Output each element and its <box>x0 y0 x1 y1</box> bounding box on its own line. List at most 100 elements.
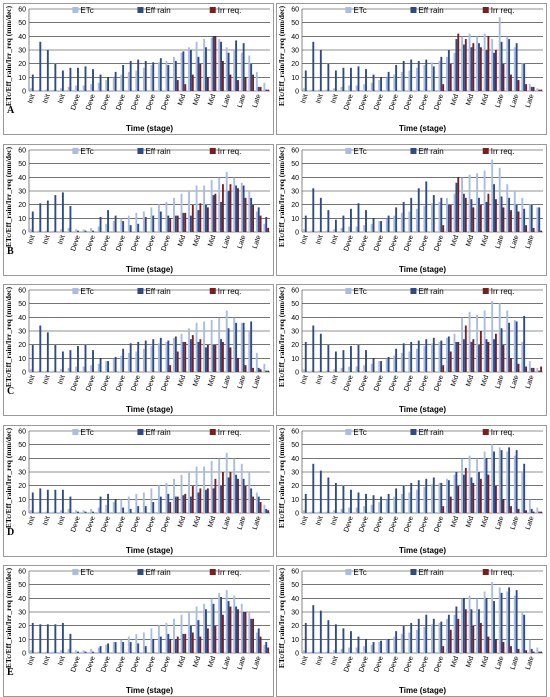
x-category-label: Deve <box>161 515 173 533</box>
bar-effrain <box>114 356 117 372</box>
bar-effrain <box>380 496 383 513</box>
bar-irrreq <box>229 184 232 232</box>
bar-effrain <box>114 215 117 232</box>
bar-effrain <box>61 70 64 91</box>
legend-label-effrain: Eff rain <box>145 428 170 437</box>
bar-irrreq <box>244 77 247 91</box>
x-axis-title: Time (stage) <box>126 405 173 414</box>
bar-effrain <box>432 618 435 653</box>
bar-irrreq <box>540 511 543 513</box>
bar-etc <box>37 651 40 653</box>
x-axis-title: Time (stage) <box>399 265 446 274</box>
legend-label-etc: ETc <box>80 6 93 15</box>
bar-irrreq <box>525 225 527 232</box>
bar-effrain <box>538 651 541 653</box>
bar-irrreq <box>510 210 512 232</box>
x-category-label: Init <box>42 655 52 666</box>
bar-effrain <box>174 639 177 653</box>
bar-effrain <box>515 590 518 653</box>
bar-effrain <box>380 221 383 232</box>
bar-etc <box>60 369 62 372</box>
x-category-label: Mid <box>450 234 460 247</box>
bar-effrain <box>387 356 390 372</box>
x-category-label: Deve <box>145 374 157 392</box>
bar-irrreq <box>464 609 467 653</box>
bar-irrreq <box>510 358 512 372</box>
bar-effrain <box>144 340 147 372</box>
bar-irrreq <box>442 506 445 513</box>
bar-etc <box>355 366 358 372</box>
bar-effrain <box>159 337 162 372</box>
bar-effrain <box>69 67 72 91</box>
x-category-label: Late <box>237 93 248 108</box>
x-category-label: Late <box>495 515 506 530</box>
bar-etc <box>408 211 411 232</box>
bar-irrreq <box>237 358 239 372</box>
bar-etc <box>483 310 486 372</box>
bar-effrain <box>387 493 390 513</box>
bar-effrain <box>478 197 480 232</box>
bar-effrain <box>304 215 307 232</box>
bar-etc <box>210 320 213 372</box>
x-category-label: Deve <box>388 93 400 111</box>
bar-effrain <box>220 201 222 232</box>
bar-effrain <box>114 642 117 653</box>
x-category-label: Init <box>300 374 310 385</box>
bar-etc <box>483 170 486 232</box>
bar-effrain <box>122 507 125 513</box>
bar-irrreq <box>532 511 535 513</box>
x-category-label: Mid <box>207 93 217 106</box>
bar-etc <box>165 201 168 232</box>
x-axis-title: Time (stage) <box>126 686 173 695</box>
y-tick-label: 20 <box>18 61 26 68</box>
bar-irrreq <box>267 647 270 653</box>
bar-irrreq <box>517 363 520 372</box>
bar-etc <box>157 204 160 232</box>
x-category-label: Late <box>237 515 248 530</box>
bar-effrain <box>54 489 57 513</box>
y-tick-label: 0 <box>295 230 299 237</box>
bar-effrain <box>327 477 330 513</box>
bar-effrain <box>122 348 125 372</box>
bar-effrain <box>515 204 518 232</box>
x-category-label: Init <box>315 655 325 666</box>
bar-effrain <box>357 203 360 232</box>
bar-irrreq <box>464 325 467 372</box>
bar-etc <box>120 74 123 91</box>
bar-effrain <box>410 622 413 653</box>
x-category-label: Deve <box>100 374 112 392</box>
bar-etc <box>240 322 243 372</box>
bar-effrain <box>402 201 405 232</box>
bar-etc <box>263 644 266 653</box>
bar-effrain <box>515 321 518 372</box>
y-tick-label: 0 <box>295 370 299 377</box>
bar-etc <box>90 508 93 513</box>
bar-etc <box>446 197 448 232</box>
x-category-label: Deve <box>145 655 157 673</box>
x-category-label: Deve <box>403 234 415 252</box>
bar-etc <box>333 369 335 372</box>
bar-etc <box>415 67 418 91</box>
bar-etc <box>348 366 351 372</box>
bar-effrain <box>485 201 488 232</box>
bar-irrreq <box>487 474 490 513</box>
bar-etc <box>188 191 190 232</box>
y-tick-label: 20 <box>18 623 26 630</box>
bar-etc <box>255 71 258 91</box>
bar-irrreq <box>525 84 527 91</box>
bar-effrain <box>455 341 458 372</box>
bar-irrreq <box>442 84 445 91</box>
bar-irrreq <box>449 629 452 653</box>
bar-irrreq <box>532 86 535 91</box>
bar-effrain <box>46 624 49 653</box>
y-axis-label: ETc/Eff_rain/Irr_req (mm/dec) <box>4 567 13 668</box>
bar-effrain <box>447 614 450 653</box>
bar-etc <box>370 223 373 232</box>
y-tick-label: 20 <box>291 483 299 490</box>
bar-etc <box>173 56 175 91</box>
bar-etc <box>461 598 463 653</box>
bar-effrain <box>508 197 511 232</box>
legend-label-etc: ETc <box>80 428 93 437</box>
bar-etc <box>240 603 243 653</box>
bar-effrain <box>500 450 503 513</box>
